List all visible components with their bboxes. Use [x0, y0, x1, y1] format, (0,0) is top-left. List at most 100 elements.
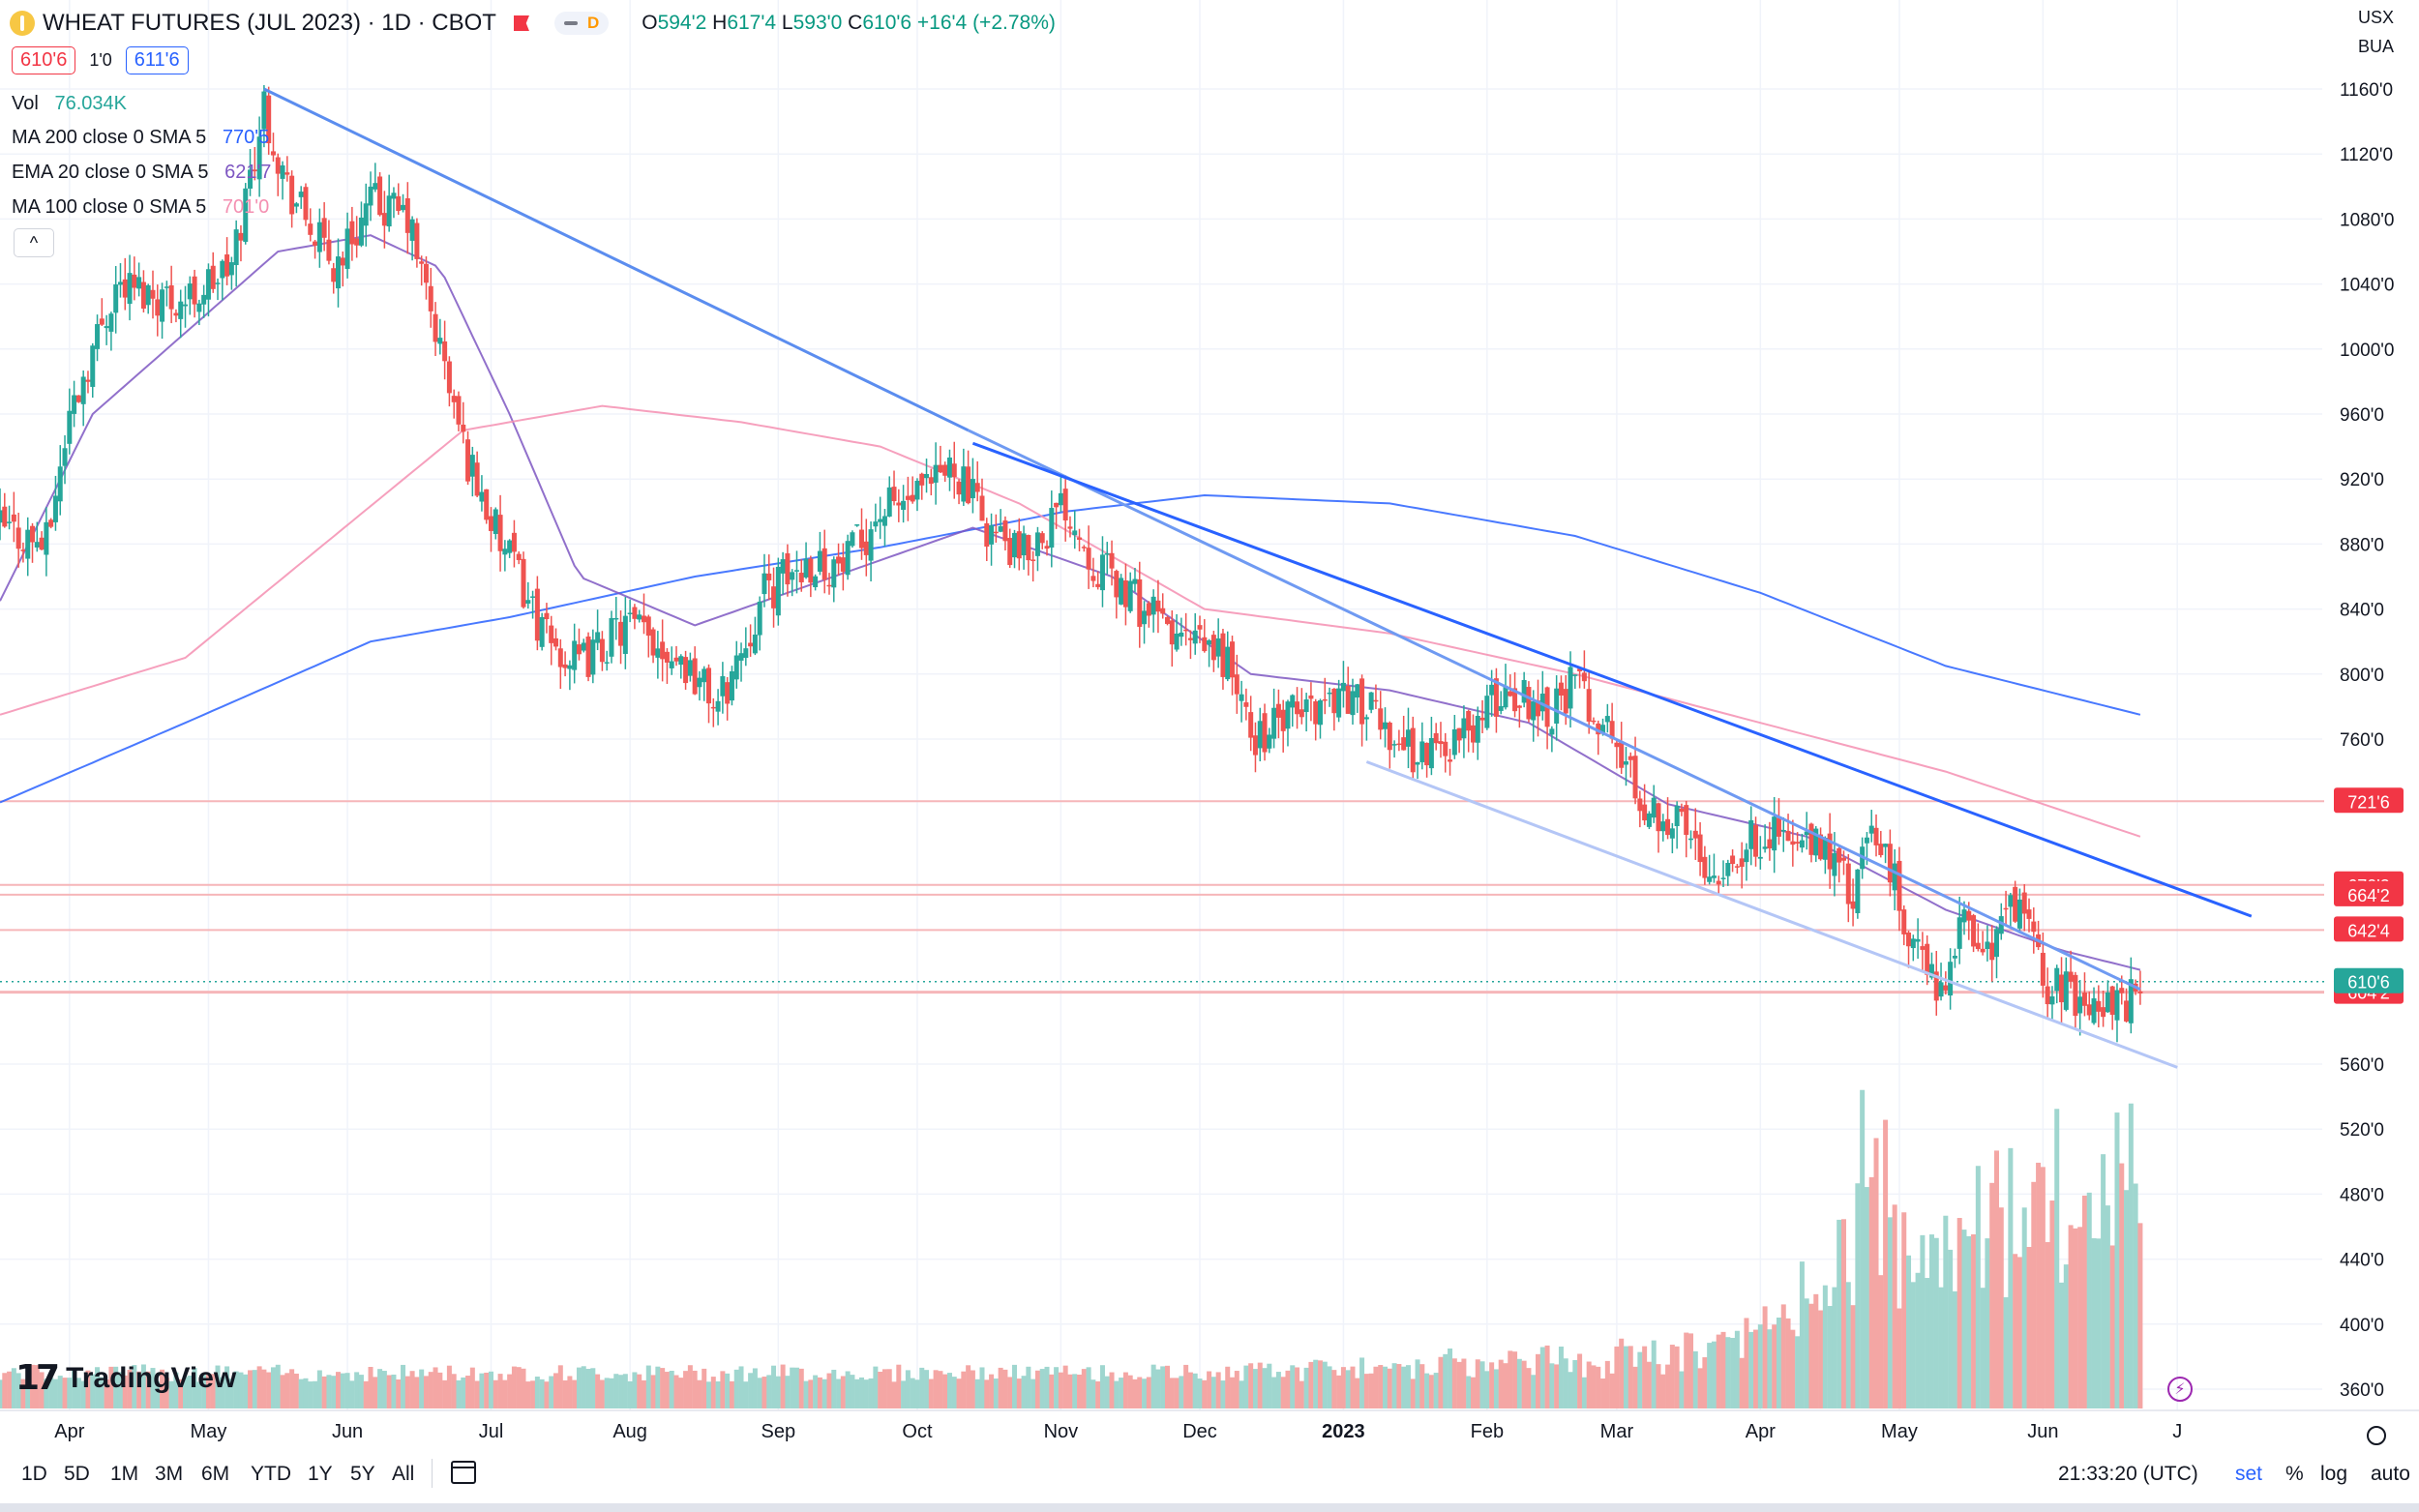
price-level-label: 642'4 — [2347, 921, 2389, 940]
volume-bar — [1915, 1272, 1921, 1408]
symbol-title[interactable]: WHEAT FUTURES (JUL 2023) · 1D · CBOT — [43, 10, 496, 36]
volume-bar — [1290, 1365, 1296, 1408]
volume-bar — [2003, 1297, 2009, 1408]
volume-bar — [2124, 1190, 2130, 1408]
candle-body — [1651, 797, 1657, 818]
volume-bar — [979, 1367, 985, 1408]
indicator-ma100[interactable]: MA 100 close 0 SMA 5 701'0 — [12, 196, 270, 218]
timeframe-3m[interactable]: 3M — [155, 1463, 184, 1485]
candle-body — [1948, 962, 1954, 996]
volume-bar — [1669, 1345, 1675, 1408]
collapse-legend-button[interactable]: ^ — [14, 228, 54, 257]
volume-bar — [826, 1373, 832, 1408]
volume-bar — [1077, 1375, 1083, 1408]
buy-button[interactable]: 611'6 — [125, 46, 189, 74]
volume-bar — [2016, 1257, 2022, 1408]
candle-body — [401, 204, 406, 211]
candle-body — [1656, 803, 1661, 832]
volume-bar — [396, 1379, 402, 1408]
volume-bar — [1827, 1306, 1833, 1408]
symbol-header[interactable]: WHEAT FUTURES (JUL 2023) · 1D · CBOT D O… — [10, 10, 1056, 37]
volume-bar — [961, 1371, 967, 1408]
candle-body — [423, 263, 429, 283]
lightning-icon[interactable]: ⚡ — [2167, 1377, 2193, 1402]
candle-body — [1410, 727, 1416, 773]
indicator-volume[interactable]: Vol 76.034K — [12, 93, 127, 114]
session-toggle[interactable]: set — [2235, 1463, 2263, 1485]
candle-body — [1697, 834, 1703, 863]
candle-body — [1448, 759, 1453, 762]
volume-bar — [2073, 1228, 2078, 1408]
settings-gear-icon[interactable] — [2367, 1426, 2386, 1445]
timeframe-5d[interactable]: 5D — [64, 1463, 90, 1485]
candle-body — [1498, 706, 1504, 711]
volume-bar — [1257, 1362, 1263, 1408]
candle-body — [1044, 546, 1050, 549]
candle-body — [1313, 700, 1319, 725]
candle-body — [1586, 689, 1592, 722]
percent-toggle[interactable]: % — [2285, 1463, 2304, 1485]
candle-body — [178, 301, 184, 319]
candle-body — [919, 473, 925, 486]
calendar-icon[interactable] — [451, 1461, 476, 1484]
candle-body — [1345, 686, 1351, 714]
volume-bar — [1632, 1366, 1638, 1408]
candle-body — [1665, 818, 1671, 836]
volume-bar — [1840, 1219, 1846, 1408]
volume-bar — [831, 1369, 837, 1408]
timeframe-ytd[interactable]: YTD — [251, 1463, 291, 1485]
volume-bar — [525, 1381, 531, 1408]
indicator-ema20[interactable]: EMA 20 close 0 SMA 5 621'7 — [12, 162, 272, 183]
volume-bar — [1243, 1365, 1249, 1408]
log-toggle[interactable]: log — [2320, 1463, 2348, 1485]
candle-body — [62, 448, 68, 466]
candle-body — [210, 265, 216, 289]
tradingview-logo: 17 TradingView — [15, 1358, 236, 1398]
unit-selector[interactable]: BUA — [2357, 37, 2394, 56]
volume-bar — [349, 1380, 355, 1408]
volume-bar — [567, 1376, 573, 1408]
utc-clock[interactable]: 21:33:20 (UTC) — [2058, 1463, 2198, 1485]
volume-bar — [145, 1371, 151, 1408]
sell-button[interactable]: 610'6 — [12, 46, 76, 74]
volume-bar — [1383, 1366, 1389, 1408]
candle-body — [1295, 701, 1300, 715]
market-mode-pill[interactable]: D — [553, 12, 610, 35]
timeframe-5y[interactable]: 5Y — [350, 1463, 375, 1485]
candle-body — [1215, 637, 1221, 657]
timeframe-1y[interactable]: 1Y — [308, 1463, 333, 1485]
volume-bar — [446, 1365, 452, 1408]
candle-body — [1795, 842, 1801, 845]
flag-icon[interactable] — [513, 15, 529, 31]
volume-bar — [368, 1366, 373, 1408]
candle-body — [145, 284, 151, 306]
volume-bar — [793, 1367, 799, 1408]
candle-body — [2091, 998, 2097, 1023]
candle-body — [1549, 728, 1555, 735]
timeframe-6m[interactable]: 6M — [201, 1463, 230, 1485]
volume-bar — [1539, 1347, 1545, 1408]
candle-body — [1401, 737, 1407, 751]
candle-body — [790, 572, 795, 580]
volume-bar — [886, 1369, 892, 1408]
timeframe-1d[interactable]: 1D — [21, 1463, 47, 1485]
candle-body — [331, 268, 337, 282]
indicator-ma200[interactable]: MA 200 close 0 SMA 5 770'5 — [12, 127, 270, 148]
auto-toggle[interactable]: auto — [2371, 1463, 2410, 1485]
volume-bar — [1734, 1330, 1740, 1408]
candle-body — [1183, 629, 1189, 632]
timeframe-all[interactable]: All — [392, 1463, 415, 1485]
currency-selector[interactable]: USX — [2357, 8, 2394, 27]
volume-bar — [803, 1380, 809, 1408]
volume-bar — [1192, 1373, 1198, 1408]
volume-bar — [1054, 1367, 1060, 1408]
timeframe-1m[interactable]: 1M — [110, 1463, 139, 1485]
candle-body — [2021, 892, 2027, 914]
volume-bar — [451, 1374, 457, 1408]
candle-body — [1150, 596, 1156, 615]
moving-average-line — [0, 404, 2141, 838]
candle-body — [678, 656, 684, 666]
x-tick-label: Jun — [332, 1421, 363, 1442]
candle-body — [1132, 578, 1138, 584]
